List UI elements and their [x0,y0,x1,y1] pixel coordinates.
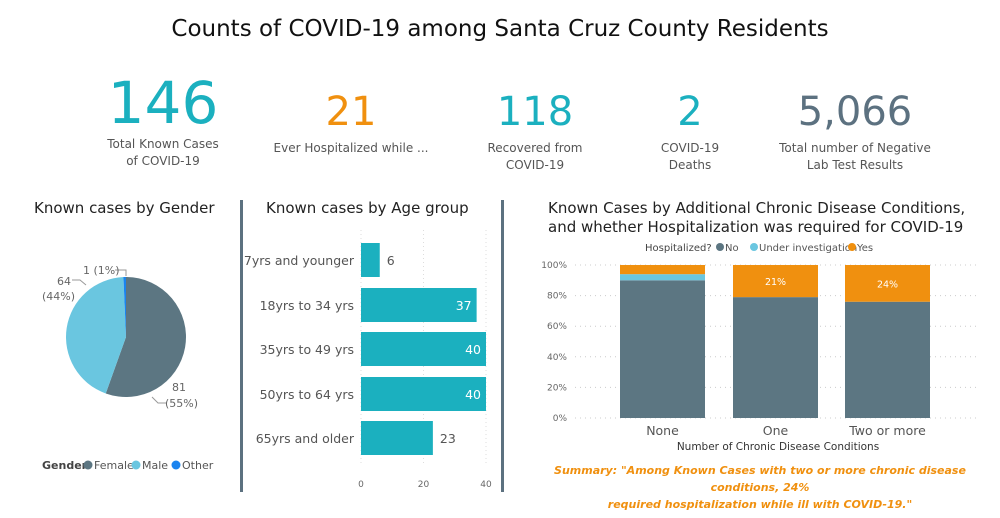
pie-label-value: 64 [57,275,71,288]
bar-2 [361,332,486,366]
legend-title: Hospitalized? [645,243,712,254]
category-label: 65yrs and older [256,431,355,446]
bar-segment-no [733,297,818,418]
category-label: 18yrs to 34 yrs [260,298,354,313]
bar-segment-yes [845,265,930,302]
leader-line [72,279,87,286]
y-tick-label: 40% [547,353,567,363]
x-tick-label: 20 [418,480,430,490]
x-axis-label: Number of Chronic Disease Conditions [677,441,879,453]
bar-segment-under-investigation [620,274,705,281]
legend-label: Under investigation [759,243,857,254]
data-label: 21% [765,277,786,288]
x-category-label: None [646,423,679,438]
bar-segment-no [620,280,705,418]
chronic-stacked-bar-chart: Hospitalized? No Under investigation Yes 0% 2… [541,243,980,453]
kpi-card: 2 COVID-19 Deaths [580,90,800,174]
kpi-label: COVID-19 [660,141,720,155]
pie-label-value: 1 (1%) [83,264,120,277]
y-tick-label: 80% [547,292,567,302]
y-tick-label: 100% [541,261,567,271]
legend-marker [131,460,141,470]
x-tick-label: 0 [358,480,364,490]
data-label: 23 [440,431,456,446]
kpi-label: Recovered from [487,141,583,155]
leader-line [151,396,166,404]
kpi-label: Ever Hospitalized while ... [273,141,429,155]
bar-0 [361,243,380,277]
summary-line2: required hospitalization while ill with … [607,498,913,511]
bar-1 [361,288,477,322]
legend-marker [848,243,856,251]
category-label: 17yrs and younger [243,253,355,268]
kpi-label: Total number of Negative [779,141,931,155]
bar-3 [361,377,486,411]
legend-label: No [725,243,739,254]
kpi-value: 21 [325,89,377,135]
legend-marker [83,460,93,470]
gender-chart-title: Known cases by Gender [34,199,215,217]
kpi-label: Total Known Cases [107,137,219,151]
legend-label: Male [142,459,168,472]
x-category-label: Two or more [848,423,926,438]
legend-label: Other [182,459,214,472]
bar-segment-no [845,301,930,418]
kpi-card: 21 Ever Hospitalized while ... [241,90,461,157]
category-label: 50yrs to 64 yrs [260,387,354,402]
bar-segment-yes [620,265,705,275]
age-bar-chart: 0 20 40 17yrs and younger 6 18yrs to 34 yrs 37… [243,230,492,490]
data-label: 40 [465,342,481,357]
data-label: 40 [465,387,481,402]
pie-slice-other [123,277,126,337]
data-label: 6 [387,253,395,268]
pie-label-value: 81 [172,381,186,394]
bar-4 [361,421,433,455]
kpi-label: COVID-19 [505,158,565,172]
pie-slice-male [65,277,126,394]
kpi-value: 146 [107,69,219,137]
leader-line [115,269,127,276]
pie-label-pct: (44%) [42,290,75,303]
data-label: 24% [877,279,898,290]
page-title: Counts of COVID-19 among Santa Cruz Coun… [171,16,829,42]
category-label: 35yrs to 49 yrs [260,342,354,357]
x-category-label: One [763,423,789,438]
kpi-card: 5,066 Total number of Negative Lab Test … [745,90,965,174]
summary-line1: Summary: "Among Known Cases with two or … [554,464,966,494]
divider [501,200,504,492]
kpi-value: 118 [496,89,574,135]
legend-marker [171,460,181,470]
y-tick-label: 60% [547,322,567,332]
kpi-label: Lab Test Results [806,158,904,172]
legend-label: Yes [856,243,873,254]
legend-title: Gender [42,459,88,472]
age-chart-title: Known cases by Age group [266,199,469,217]
chronic-chart-title: Known Cases by Additional Chronic Diseas… [548,199,965,237]
legend-marker [750,243,758,251]
kpi-card: 118 Recovered from COVID-19 [425,90,645,174]
data-label: 37 [456,298,472,313]
divider [240,200,243,492]
gender-pie-chart: 81 (55%) 64 (44%) 1 (1%) Gender Female Male Othe… [42,264,214,472]
bar-segment-yes [733,265,818,298]
x-tick-label: 40 [480,480,492,490]
chronic-title-line2: and whether Hospitalization was required… [548,218,964,236]
y-tick-label: 20% [547,383,567,393]
kpi-value: 5,066 [797,89,913,135]
y-tick-label: 0% [553,414,568,424]
chronic-title-line1: Known Cases by Additional Chronic Diseas… [548,199,966,217]
summary-text: Summary: "Among Known Cases with two or … [520,462,1000,513]
kpi-card: 146 Total Known Cases of COVID-19 [53,72,273,170]
legend-marker [716,243,724,251]
pie-slice-female [105,277,187,397]
kpi-label: Deaths [668,158,712,172]
kpi-value: 2 [677,89,703,135]
legend-label: Female [94,459,134,472]
pie-label-pct: (55%) [165,397,198,410]
kpi-label: of COVID-19 [126,154,200,168]
